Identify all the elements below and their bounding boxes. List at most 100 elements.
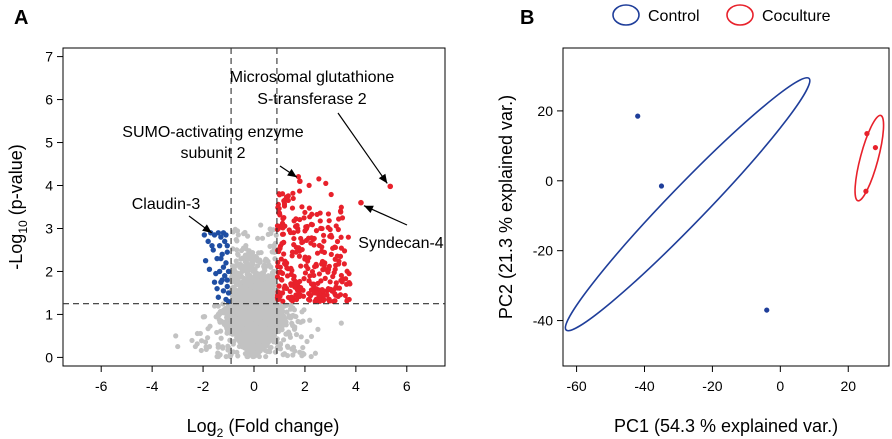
- red-point: [313, 228, 320, 234]
- blue-point: [224, 277, 230, 283]
- gray-point: [273, 320, 279, 326]
- red-point: [288, 271, 294, 277]
- red-point: [309, 211, 315, 217]
- gray-point: [261, 263, 267, 270]
- gray-point: [238, 247, 245, 254]
- gray-point: [268, 264, 274, 270]
- pca-x-axis: -60 -40 -20 0 20: [566, 366, 856, 394]
- y-tick-label: 5: [45, 135, 53, 151]
- arrow-mgst2: [337, 112, 388, 184]
- legend-coculture-label: Coculture: [762, 8, 831, 25]
- pca-y-axis: -40 -20 0 20: [533, 103, 563, 329]
- red-point: [346, 271, 352, 277]
- gray-point: [215, 303, 221, 309]
- red-point: [328, 191, 334, 198]
- blue-point: [205, 238, 211, 245]
- blue-point: [216, 268, 223, 275]
- red-point: [312, 298, 318, 304]
- gray-point: [262, 331, 268, 337]
- x-tick-label: 4: [352, 378, 360, 394]
- pca-legend: Control Coculture: [612, 4, 831, 26]
- red-point: [319, 258, 326, 265]
- red-point: [339, 215, 346, 221]
- volcano-points: [173, 174, 394, 360]
- blue-point: [224, 242, 230, 249]
- blue-point: [218, 255, 224, 262]
- red-point: [302, 209, 308, 216]
- gray-point: [214, 329, 220, 336]
- gray-point: [240, 264, 246, 270]
- gray-point: [234, 247, 240, 253]
- blue-point: [220, 264, 227, 270]
- blue-point: [209, 242, 215, 249]
- red-point: [293, 249, 299, 255]
- gray-point: [261, 326, 267, 333]
- blue-point: [220, 288, 227, 294]
- blue-point: [214, 255, 220, 262]
- gray-point: [218, 328, 224, 334]
- gray-point: [241, 231, 247, 237]
- gray-point: [222, 320, 229, 326]
- gray-point: [245, 233, 251, 239]
- control-point: [764, 307, 770, 313]
- gray-point: [247, 282, 253, 288]
- y-tick-label: 3: [45, 220, 53, 236]
- gray-point: [262, 267, 268, 274]
- arrow-syndecan-head: [363, 205, 374, 214]
- gray-point: [287, 306, 294, 312]
- blue-point: [225, 290, 232, 296]
- x-tick-label: -4: [146, 378, 159, 394]
- gray-point: [250, 265, 256, 271]
- red-point: [306, 182, 312, 188]
- gray-point: [273, 312, 280, 318]
- red-point: [307, 273, 313, 279]
- pca-y-axis-label: PC2 (21.3 % explained var.): [496, 95, 516, 319]
- gray-point: [238, 284, 244, 290]
- gray-point: [301, 307, 307, 313]
- red-point: [285, 197, 291, 203]
- gray-point: [242, 341, 249, 347]
- red-point: [278, 269, 284, 275]
- gray-point: [284, 352, 291, 359]
- gray-point: [239, 306, 245, 312]
- red-point: [342, 292, 348, 299]
- red-point: [320, 232, 327, 238]
- x-tick-label: -6: [95, 378, 108, 394]
- gray-point: [308, 353, 314, 360]
- blue-point: [215, 294, 222, 300]
- red-point: [305, 258, 311, 264]
- red-point: [327, 226, 333, 233]
- red-point: [332, 298, 338, 304]
- red-point: [277, 264, 283, 270]
- gray-point: [278, 314, 284, 321]
- red-point: [296, 293, 303, 300]
- gray-point: [242, 245, 249, 251]
- red-point: [299, 246, 305, 253]
- y-tick-label: 20: [537, 103, 553, 119]
- red-point: [322, 275, 328, 281]
- y-tick-label: 0: [545, 173, 553, 189]
- gray-point: [262, 258, 268, 264]
- red-point: [299, 204, 305, 210]
- blue-point: [214, 285, 220, 292]
- gray-point: [289, 346, 295, 352]
- red-point: [277, 245, 283, 251]
- red-point: [331, 269, 337, 276]
- red-point: [316, 242, 323, 249]
- highlight-point: [387, 183, 394, 190]
- red-point: [278, 256, 284, 262]
- red-point: [335, 226, 341, 233]
- red-point: [276, 283, 282, 289]
- gray-point: [276, 327, 282, 333]
- gray-point: [215, 344, 221, 350]
- gray-point: [240, 275, 247, 281]
- gray-point: [270, 227, 277, 233]
- red-point: [298, 263, 304, 269]
- red-point: [314, 250, 321, 256]
- gray-point: [230, 303, 236, 309]
- gray-point: [280, 337, 287, 343]
- red-point: [296, 188, 303, 194]
- gray-point: [214, 353, 220, 360]
- red-point: [313, 261, 319, 267]
